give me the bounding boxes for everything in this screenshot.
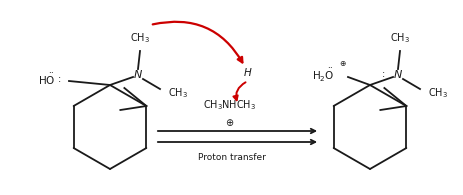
Text: N: N: [393, 70, 401, 80]
Text: CH$_3$: CH$_3$: [130, 31, 150, 45]
Text: CH$_3$: CH$_3$: [389, 31, 409, 45]
Text: CH$_3$: CH$_3$: [427, 86, 447, 100]
Text: H: H: [244, 68, 251, 78]
Text: CH$_3$: CH$_3$: [168, 86, 188, 100]
Text: :: :: [58, 74, 62, 84]
FancyArrowPatch shape: [152, 22, 242, 62]
Text: N: N: [133, 70, 142, 80]
FancyArrowPatch shape: [233, 82, 245, 100]
Text: $\oplus$: $\oplus$: [225, 118, 234, 129]
Text: $\oplus$: $\oplus$: [338, 58, 346, 67]
Text: Proton transfer: Proton transfer: [198, 152, 265, 161]
Text: H$_2$$\ddot{\rm O}$: H$_2$$\ddot{\rm O}$: [311, 66, 333, 83]
Text: :: :: [382, 69, 385, 79]
Text: CH$_3$NHCH$_3$: CH$_3$NHCH$_3$: [203, 98, 256, 112]
Text: H$\ddot{\rm O}$: H$\ddot{\rm O}$: [38, 71, 56, 87]
